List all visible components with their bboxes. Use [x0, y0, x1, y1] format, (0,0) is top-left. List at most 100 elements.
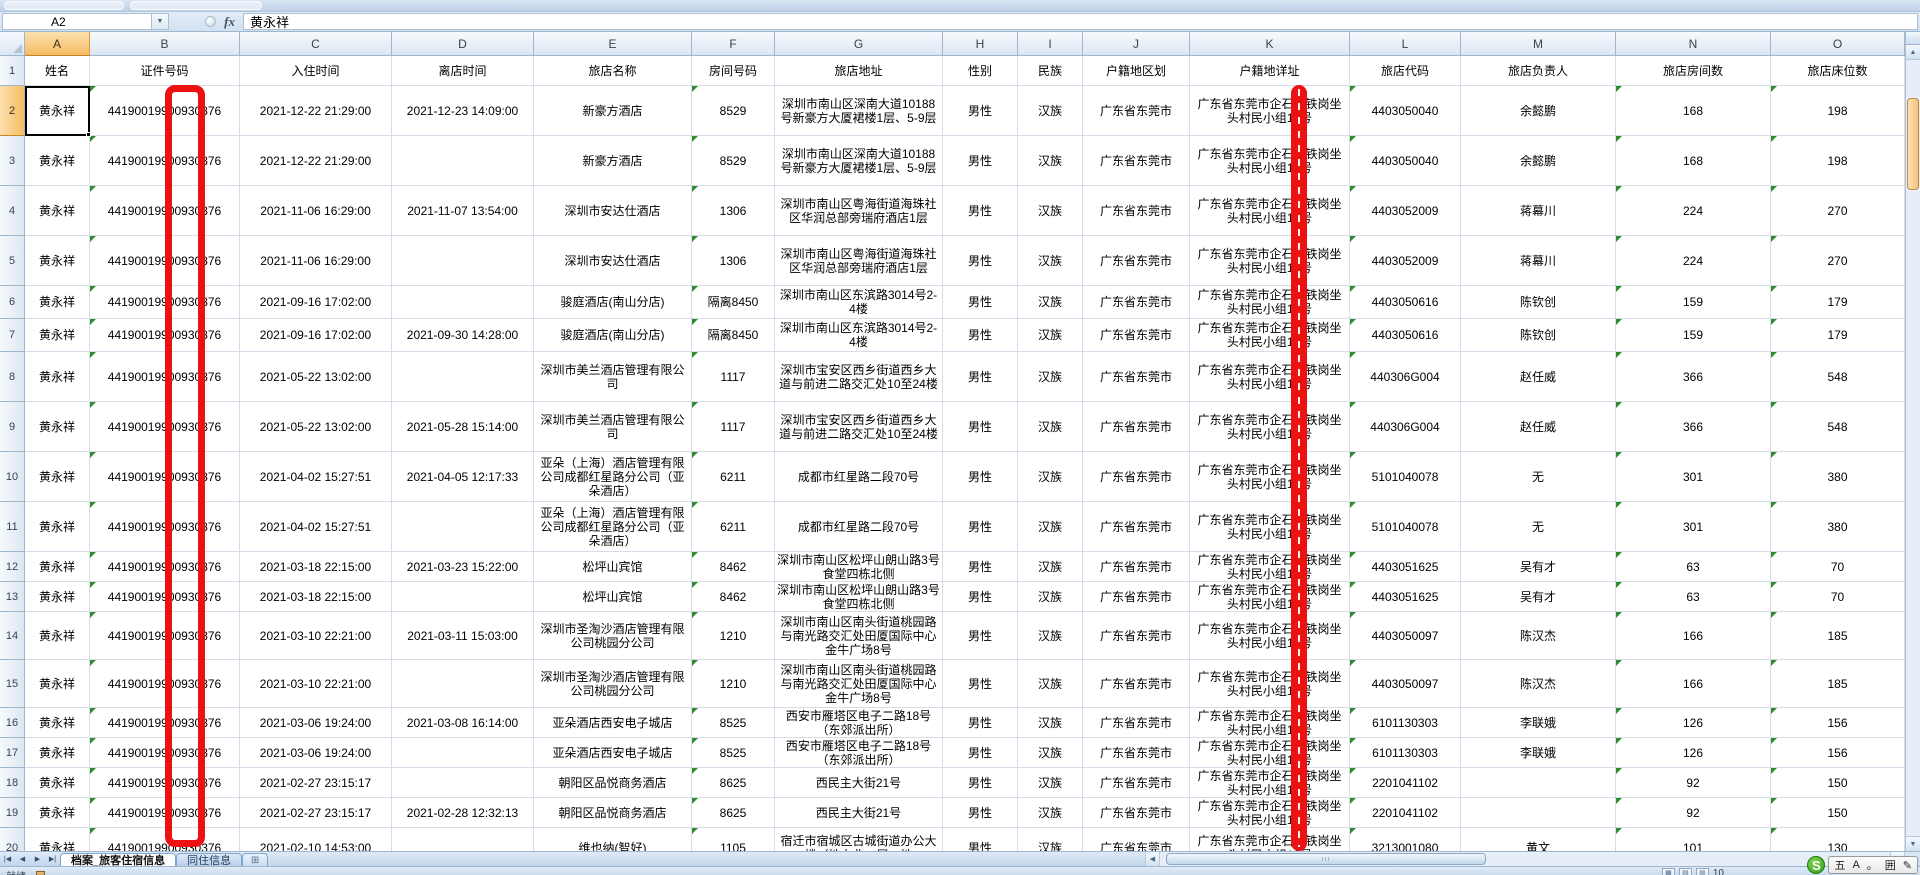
cell-L4[interactable]: 4403052009	[1350, 186, 1461, 236]
cell-M19[interactable]	[1461, 798, 1616, 828]
cell-J20[interactable]: 广东省东莞市	[1083, 828, 1190, 851]
row-header-18[interactable]: 18	[0, 768, 25, 798]
cell-K19[interactable]: 广东省东莞市企石镇铁岗坐头村民小组10号	[1190, 798, 1350, 828]
name-box[interactable]: A2	[2, 13, 152, 30]
cell-M13[interactable]: 吴有才	[1461, 582, 1616, 612]
cell-F14[interactable]: 1210	[692, 612, 775, 660]
cell-A15[interactable]: 黄永祥	[25, 660, 90, 708]
cell-E9[interactable]: 深圳市美兰酒店管理有限公司	[534, 402, 692, 452]
cell-E14[interactable]: 深圳市圣淘沙酒店管理有限公司桃园分公司	[534, 612, 692, 660]
cell-K9[interactable]: 广东省东莞市企石镇铁岗坐头村民小组10号	[1190, 402, 1350, 452]
cell-C9[interactable]: 2021-05-22 13:02:00	[240, 402, 392, 452]
cell-G11[interactable]: 成都市红星路二段70号	[775, 502, 943, 552]
cell-O12[interactable]: 70	[1771, 552, 1905, 582]
cell-B11[interactable]: 44190019900930376	[90, 502, 240, 552]
cell-A3[interactable]: 黄永祥	[25, 136, 90, 186]
cell-K3[interactable]: 广东省东莞市企石镇铁岗坐头村民小组10号	[1190, 136, 1350, 186]
cell-N7[interactable]: 159	[1616, 319, 1771, 352]
cell-I1[interactable]: 民族	[1018, 56, 1083, 86]
cell-M14[interactable]: 陈汉杰	[1461, 612, 1616, 660]
row-header-20[interactable]: 20	[0, 828, 25, 851]
cell-A19[interactable]: 黄永祥	[25, 798, 90, 828]
cell-N17[interactable]: 126	[1616, 738, 1771, 768]
column-header-C[interactable]: C	[240, 32, 392, 56]
cell-L20[interactable]: 3213001080	[1350, 828, 1461, 851]
cell-L12[interactable]: 4403051625	[1350, 552, 1461, 582]
ime-button-icon-3[interactable]: 囲	[1884, 860, 1896, 872]
cell-N18[interactable]: 92	[1616, 768, 1771, 798]
cell-F11[interactable]: 6211	[692, 502, 775, 552]
cell-O18[interactable]: 150	[1771, 768, 1905, 798]
column-header-O[interactable]: O	[1771, 32, 1905, 56]
ime-button-icon-1[interactable]: A	[1852, 859, 1860, 871]
name-box-dropdown-icon[interactable]: ▼	[152, 13, 169, 30]
cell-C3[interactable]: 2021-12-22 21:29:00	[240, 136, 392, 186]
normal-view-icon[interactable]: ▦	[1661, 868, 1675, 875]
cell-A9[interactable]: 黄永祥	[25, 402, 90, 452]
cell-B15[interactable]: 44190019900930376	[90, 660, 240, 708]
column-header-E[interactable]: E	[534, 32, 692, 56]
cell-F18[interactable]: 8625	[692, 768, 775, 798]
ime-button-icon-2[interactable]: 。	[1866, 860, 1878, 872]
vertical-scroll-thumb[interactable]	[1907, 98, 1919, 190]
cell-D19[interactable]: 2021-02-28 12:32:13	[392, 798, 534, 828]
cell-M3[interactable]: 余懿鹏	[1461, 136, 1616, 186]
cell-O20[interactable]: 130	[1771, 828, 1905, 851]
cell-M7[interactable]: 陈钦创	[1461, 319, 1616, 352]
cell-L2[interactable]: 4403050040	[1350, 86, 1461, 136]
cell-O13[interactable]: 70	[1771, 582, 1905, 612]
cell-B18[interactable]: 44190019900930376	[90, 768, 240, 798]
cell-B12[interactable]: 44190019900930376	[90, 552, 240, 582]
cell-D20[interactable]	[392, 828, 534, 851]
cell-B5[interactable]: 44190019900930376	[90, 236, 240, 286]
cell-B13[interactable]: 44190019900930376	[90, 582, 240, 612]
cell-N12[interactable]: 63	[1616, 552, 1771, 582]
cell-F17[interactable]: 8525	[692, 738, 775, 768]
cell-M4[interactable]: 蒋幕川	[1461, 186, 1616, 236]
column-header-F[interactable]: F	[692, 32, 775, 56]
cell-C17[interactable]: 2021-03-06 19:24:00	[240, 738, 392, 768]
cell-D4[interactable]: 2021-11-07 13:54:00	[392, 186, 534, 236]
cell-J5[interactable]: 广东省东莞市	[1083, 236, 1190, 286]
cell-I20[interactable]: 汉族	[1018, 828, 1083, 851]
cell-E2[interactable]: 新豪方酒店	[534, 86, 692, 136]
row-header-7[interactable]: 7	[0, 319, 25, 352]
cell-O4[interactable]: 270	[1771, 186, 1905, 236]
cell-G10[interactable]: 成都市红星路二段70号	[775, 452, 943, 502]
cell-F13[interactable]: 8462	[692, 582, 775, 612]
cell-A4[interactable]: 黄永祥	[25, 186, 90, 236]
cell-O3[interactable]: 198	[1771, 136, 1905, 186]
cell-A13[interactable]: 黄永祥	[25, 582, 90, 612]
cell-H3[interactable]: 男性	[943, 136, 1018, 186]
column-header-A[interactable]: A	[25, 32, 90, 56]
cell-E12[interactable]: 松坪山宾馆	[534, 552, 692, 582]
cell-B16[interactable]: 44190019900930376	[90, 708, 240, 738]
cell-K4[interactable]: 广东省东莞市企石镇铁岗坐头村民小组10号	[1190, 186, 1350, 236]
cell-F4[interactable]: 1306	[692, 186, 775, 236]
cell-D17[interactable]	[392, 738, 534, 768]
row-header-19[interactable]: 19	[0, 798, 25, 828]
cell-B19[interactable]: 44190019900930376	[90, 798, 240, 828]
insert-worksheet-icon[interactable]: ⊞	[242, 853, 269, 866]
cell-D12[interactable]: 2021-03-23 15:22:00	[392, 552, 534, 582]
cell-E11[interactable]: 亚朵（上海）酒店管理有限公司成都红星路分公司（亚朵酒店）	[534, 502, 692, 552]
cell-C7[interactable]: 2021-09-16 17:02:00	[240, 319, 392, 352]
cell-K1[interactable]: 户籍地详址	[1190, 56, 1350, 86]
cell-F8[interactable]: 1117	[692, 352, 775, 402]
cell-F15[interactable]: 1210	[692, 660, 775, 708]
cell-H6[interactable]: 男性	[943, 286, 1018, 319]
cell-M17[interactable]: 李联娥	[1461, 738, 1616, 768]
cell-B7[interactable]: 44190019900930376	[90, 319, 240, 352]
cell-L6[interactable]: 4403050616	[1350, 286, 1461, 319]
row-header-17[interactable]: 17	[0, 738, 25, 768]
cell-C2[interactable]: 2021-12-22 21:29:00	[240, 86, 392, 136]
cell-O1[interactable]: 旅店床位数	[1771, 56, 1905, 86]
cell-N15[interactable]: 166	[1616, 660, 1771, 708]
cell-C15[interactable]: 2021-03-10 22:21:00	[240, 660, 392, 708]
cell-G17[interactable]: 西安市雁塔区电子二路18号（东郊派出所）	[775, 738, 943, 768]
cell-G5[interactable]: 深圳市南山区粤海街道海珠社区华润总部旁瑞府酒店1层	[775, 236, 943, 286]
column-header-M[interactable]: M	[1461, 32, 1616, 56]
ime-button-icon-4[interactable]: ✎	[1902, 859, 1912, 872]
insert-function-icon[interactable]: fx	[224, 13, 235, 29]
row-header-9[interactable]: 9	[0, 402, 25, 452]
